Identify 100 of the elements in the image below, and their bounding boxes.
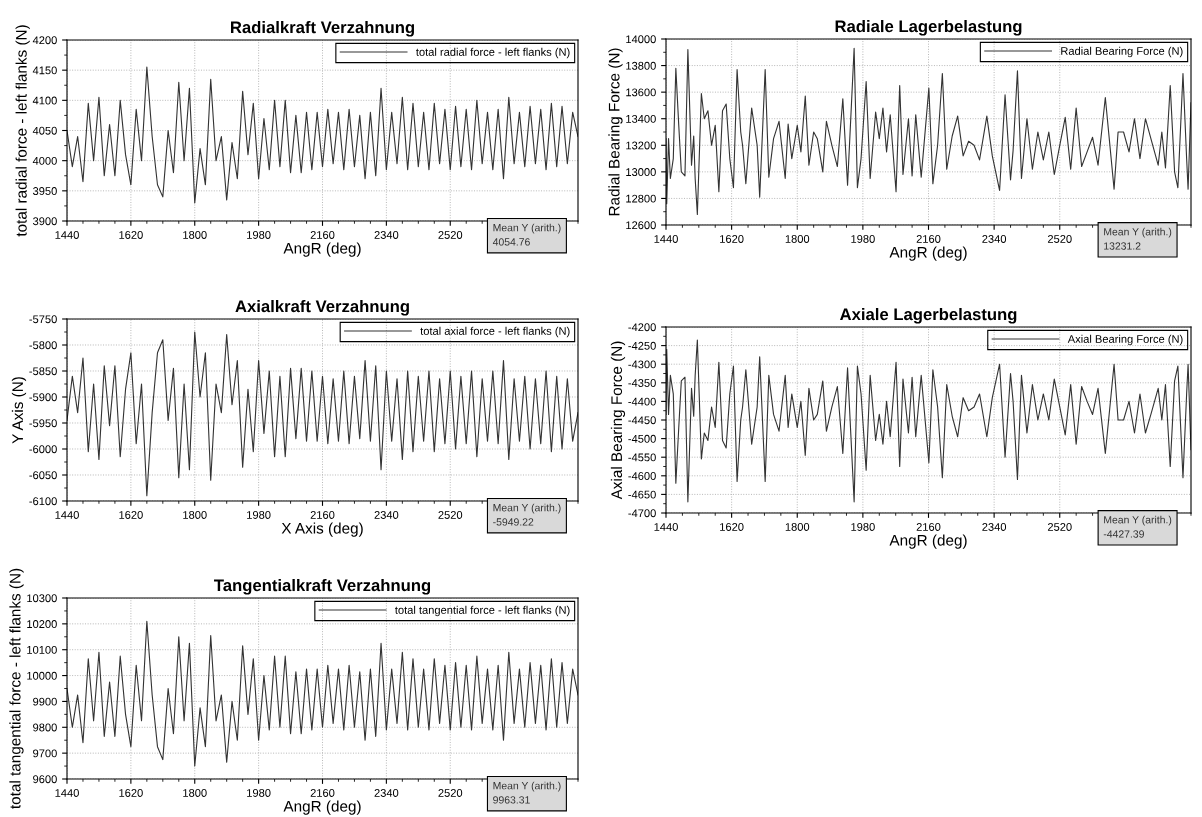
chart-title: Axialkraft Verzahnung [235, 299, 409, 316]
text: total axial force - left flanks (N) [420, 326, 570, 338]
x-tick-label: 1800 [183, 511, 207, 519]
y-tick-label: 9700 [33, 749, 57, 758]
y-tick-label: 4150 [32, 66, 57, 75]
x-tick-label: 1800 [183, 789, 207, 797]
x-tick-label: 1620 [119, 231, 143, 239]
text: Mean Y (arith.) 4054.76 [492, 223, 561, 246]
x-tick-label: 1980 [247, 511, 271, 519]
y-tick-label: -4400 [628, 397, 656, 406]
x-tick-label: 2160 [916, 235, 941, 243]
text: Mean Y (arith.) 13231.2 [1104, 227, 1172, 250]
y-tick-label: 10300 [27, 594, 57, 603]
y-tick-label: -5900 [29, 393, 57, 402]
y-tick-label: 13600 [626, 88, 656, 97]
y-tick-label: -4200 [628, 323, 656, 332]
x-tick-label: 2340 [982, 523, 1007, 531]
y-tick-label: 9800 [33, 723, 57, 732]
y-tick-label: -4450 [628, 416, 656, 425]
x-tick-label: 1620 [720, 235, 744, 243]
line-series [67, 66, 578, 204]
y-tick-label: -4350 [628, 379, 656, 387]
x-tick-label: 2340 [374, 789, 399, 797]
y-tick-label: 9900 [33, 697, 57, 706]
x-tick-label: 2520 [1047, 523, 1072, 531]
x-axis-title: AngR (deg) [889, 246, 967, 261]
x-tick-label: 1620 [119, 789, 143, 797]
y-tick-label: 13800 [626, 61, 656, 70]
y-tick-label: 10000 [27, 671, 57, 680]
x-tick-label: 2160 [310, 789, 335, 797]
text: Mean Y (arith.) -5949.22 [493, 503, 561, 526]
y-axis-title: total radial force - left flanks (N) [15, 25, 30, 237]
y-tick-label: -5800 [29, 341, 57, 350]
y-tick-label: 12600 [626, 221, 656, 230]
x-tick-label: 1620 [720, 523, 744, 531]
chart-title: Tangentialkraft Verzahnung [214, 578, 431, 595]
x-tick-label: 2520 [438, 231, 463, 239]
y-tick-label: -4600 [628, 472, 656, 480]
x-tick-label: 2160 [310, 231, 335, 239]
y-tick-label: -4500 [628, 434, 656, 443]
x-tick-label: 1440 [55, 789, 79, 797]
y-axis-title: Radial Bearing Force (N) [608, 48, 623, 216]
y-tick-label: 12800 [626, 194, 656, 203]
x-tick-label: 1440 [55, 511, 79, 519]
x-axis-title: AngR (deg) [889, 534, 967, 549]
y-tick-label: 13000 [626, 168, 656, 176]
series-label: Axial Bearing Force (N) [1067, 334, 1183, 346]
chart-title: Radiale Lagerbelastung [835, 19, 1022, 36]
x-tick-label: 1440 [654, 523, 678, 531]
y-tick-label: 4100 [32, 96, 57, 105]
x-tick-label: 1800 [785, 523, 810, 531]
x-tick-label: 2520 [1047, 235, 1072, 243]
y-tick-label: 13200 [626, 141, 656, 150]
y-tick-label: -6050 [29, 471, 57, 480]
y-tick-label: -5850 [29, 367, 57, 376]
x-axis-title: AngR (deg) [283, 242, 361, 257]
y-tick-label: -4650 [628, 490, 656, 499]
x-tick-label: 1800 [785, 235, 810, 243]
x-tick-label: 2520 [438, 789, 463, 797]
y-tick-label: -6000 [29, 445, 57, 454]
y-tick-label: 13400 [626, 114, 656, 123]
x-axis-title: X Axis (deg) [281, 522, 363, 537]
x-tick-label: 1980 [851, 235, 875, 243]
line-series [666, 47, 1191, 215]
text: total radial force - left flanks (N) [416, 47, 570, 59]
y-tick-label: 3950 [32, 187, 57, 195]
x-tick-label: 1440 [55, 231, 79, 239]
x-tick-label: 2340 [982, 235, 1007, 243]
x-tick-label: 1980 [247, 789, 271, 797]
x-tick-label: 2160 [310, 511, 335, 519]
y-tick-label: -5750 [29, 315, 57, 324]
x-tick-label: 1800 [183, 231, 207, 239]
y-tick-label: 10100 [27, 645, 57, 654]
y-tick-label: -5950 [29, 419, 57, 428]
y-axis-title: Y Axis (N) [11, 377, 27, 444]
y-tick-label: -4700 [628, 509, 656, 518]
x-tick-label: 2340 [374, 231, 399, 239]
x-tick-label: 1620 [119, 511, 143, 519]
y-tick-label: 9600 [33, 775, 57, 784]
chart-title: Radialkraft Verzahnung [231, 20, 415, 37]
y-tick-label: 4000 [32, 156, 57, 165]
y-axis-title: Axial Bearing Force (N) [610, 341, 626, 500]
chart-title: Axiale Lagerbelastung [840, 307, 1017, 324]
text: Mean Y (arith.) -4427.39 [1103, 515, 1172, 538]
y-tick-label: 4050 [32, 126, 57, 135]
y-tick-label: 3900 [32, 217, 57, 226]
series-label: Radial Bearing Force (N) [1061, 46, 1183, 58]
y-tick-label: -4550 [628, 453, 656, 462]
x-tick-label: 1980 [851, 523, 875, 531]
text: total tangential force - left flanks (N) [395, 605, 570, 617]
text: Mean Y (arith.) 9963.31 [493, 781, 561, 804]
y-tick-label: -4250 [628, 341, 656, 350]
x-axis-title: AngR (deg) [283, 800, 361, 815]
x-tick-label: 2160 [916, 523, 941, 531]
y-tick-label: -4300 [628, 360, 656, 369]
y-tick-label: -6100 [29, 497, 57, 506]
y-axis-title: total tangential force - left flanks (N) [9, 568, 24, 809]
y-tick-label: 14000 [626, 35, 656, 44]
line-series [67, 620, 578, 767]
x-tick-label: 2520 [438, 511, 463, 519]
